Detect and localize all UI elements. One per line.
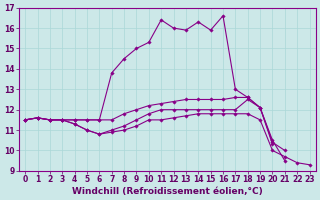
X-axis label: Windchill (Refroidissement éolien,°C): Windchill (Refroidissement éolien,°C) xyxy=(72,187,263,196)
